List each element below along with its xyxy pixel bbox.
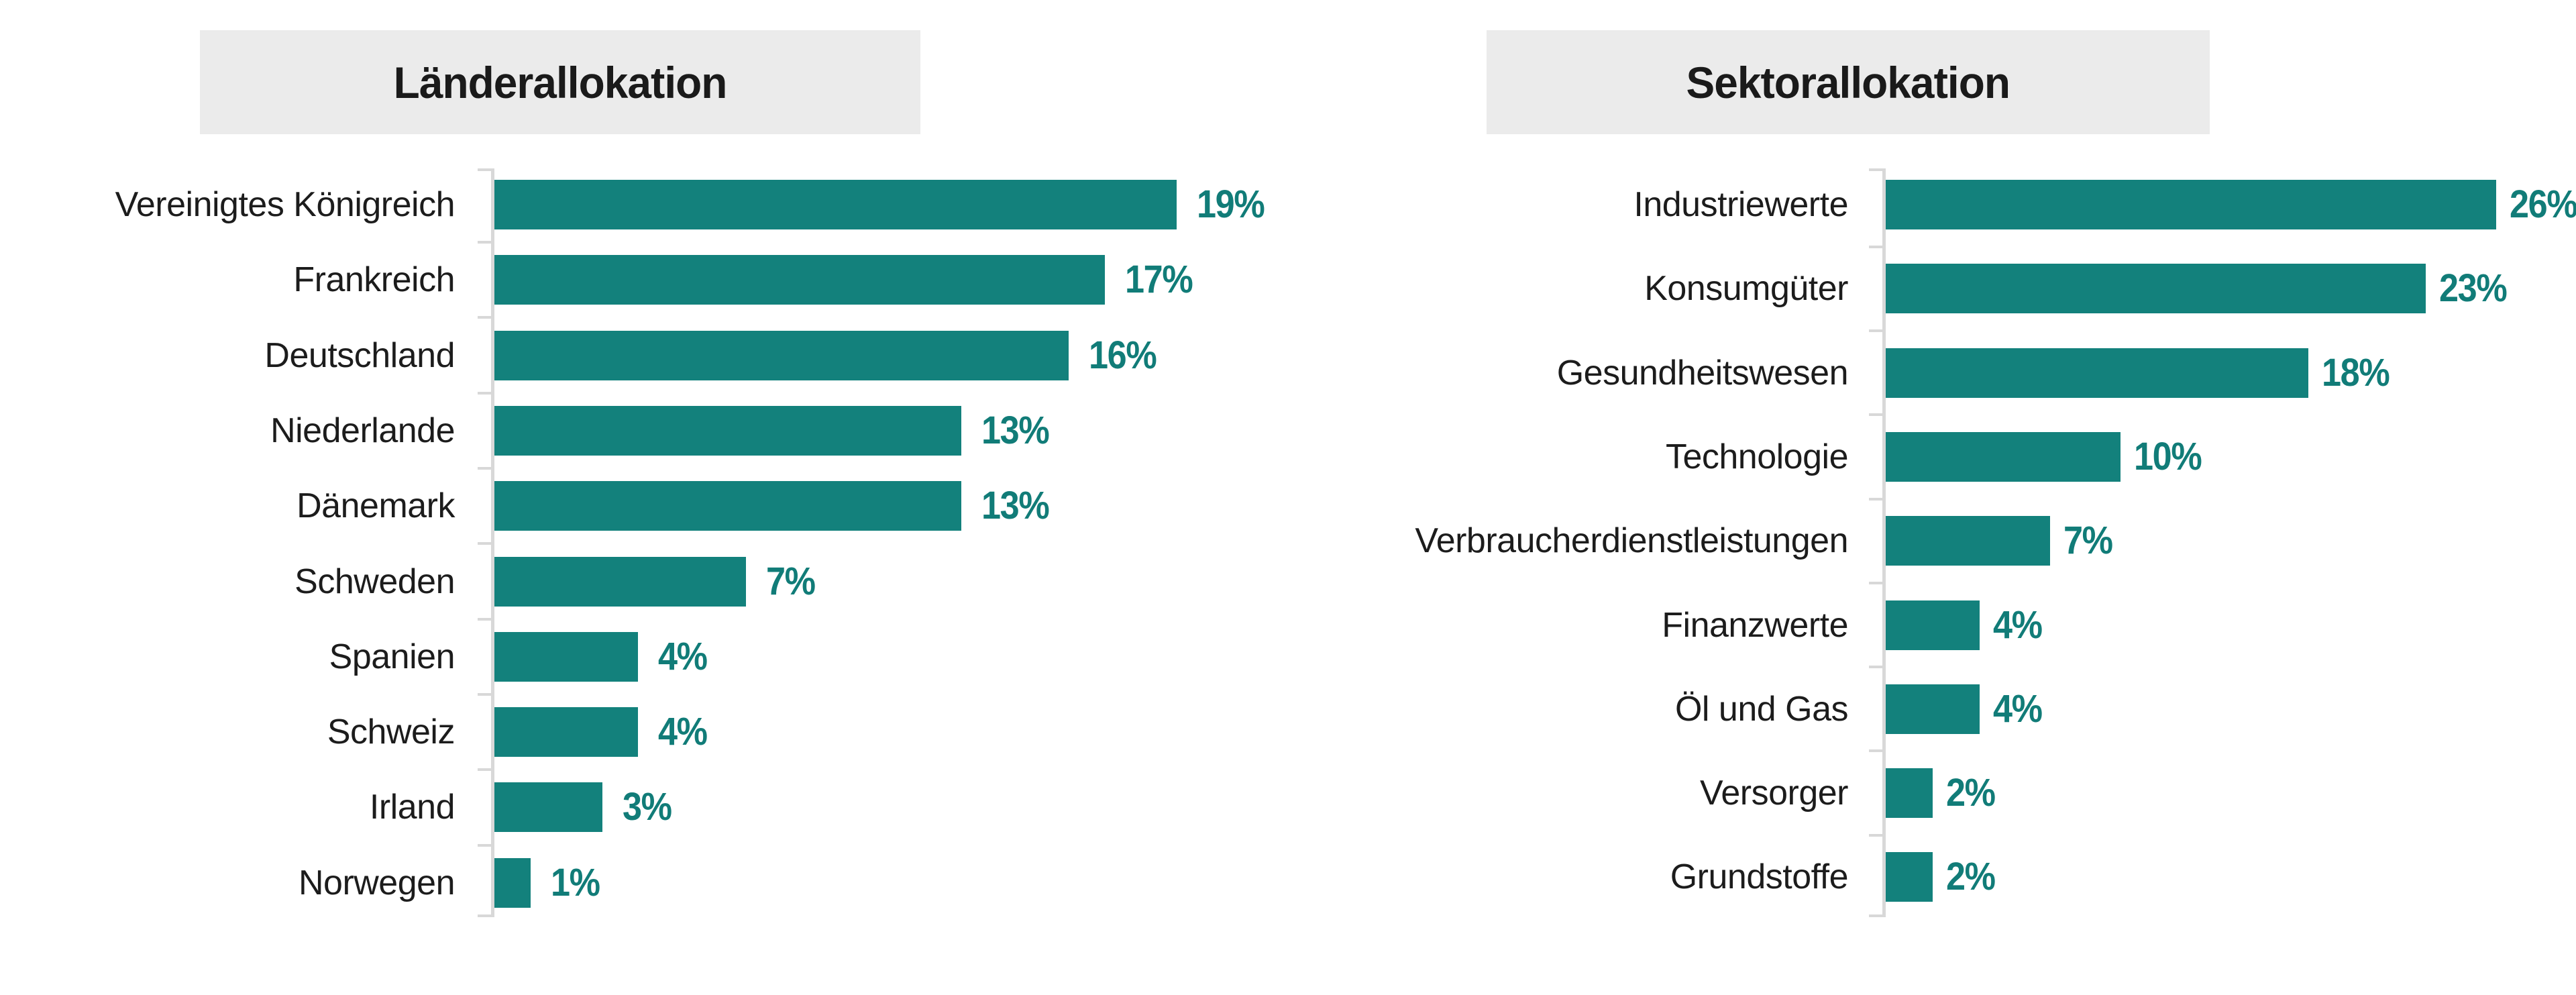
value-label: 16% (1089, 333, 1157, 377)
axis-tick-mark (478, 391, 491, 395)
axis-tick-mark (478, 316, 491, 319)
category-label: Grundstoffe (1670, 857, 1849, 897)
category-label: Irland (369, 788, 455, 827)
bar (494, 631, 638, 682)
category-label: Öl und Gas (1674, 689, 1849, 729)
category-label: Dänemark (297, 486, 455, 526)
category-label: Frankreich (293, 260, 455, 300)
bar (1886, 431, 2121, 482)
bar (494, 782, 602, 833)
chart-title-box: Länderallokation (200, 30, 920, 134)
bar (494, 707, 638, 757)
value-label: 17% (1125, 258, 1193, 302)
axis-tick-mark (478, 768, 491, 772)
axis-tick-mark (1869, 581, 1882, 584)
category-axis-line (1882, 168, 1886, 917)
axis-tick-mark (478, 467, 491, 470)
value-label: 4% (658, 710, 708, 754)
value-label: 2% (1946, 771, 1996, 815)
value-label: 4% (1993, 603, 2043, 647)
category-label: Versorger (1700, 774, 1848, 813)
axis-tick-mark (1869, 413, 1882, 417)
bar (494, 180, 1177, 229)
bar (1886, 180, 2496, 229)
bar (1886, 264, 2426, 314)
bar (1886, 768, 1933, 819)
value-label: 18% (2322, 350, 2390, 395)
bar (494, 255, 1105, 305)
value-label: 13% (981, 484, 1050, 528)
value-label: 3% (623, 785, 672, 829)
value-label: 7% (2063, 519, 2113, 563)
axis-tick-mark (1869, 833, 1882, 837)
bar (494, 481, 961, 531)
bar (494, 330, 1069, 380)
axis-tick-mark (478, 843, 491, 847)
value-label: 4% (658, 634, 708, 678)
value-label: 10% (2134, 434, 2202, 478)
category-label: Finanzwerte (1662, 605, 1848, 645)
axis-tick-mark (1869, 245, 1882, 248)
value-label: 13% (981, 408, 1050, 452)
bar (1886, 684, 1980, 734)
chart-title: Länderallokation (393, 57, 728, 107)
bar (1886, 852, 1933, 902)
category-label: Verbraucherdienstleistungen (1415, 521, 1848, 561)
axis-tick-mark (1869, 666, 1882, 669)
chart-title-box: Sektorallokation (1487, 30, 2210, 134)
axis-tick-mark (478, 542, 491, 545)
axis-tick-mark (478, 692, 491, 696)
category-label: Spanien (329, 637, 455, 676)
bar (1886, 516, 2050, 566)
category-label: Schweden (294, 562, 455, 601)
axis-tick-mark (1869, 749, 1882, 753)
category-label: Technologie (1665, 437, 1849, 476)
axis-tick-mark (478, 617, 491, 621)
value-label: 26% (2510, 182, 2576, 226)
value-label: 23% (2439, 266, 2508, 311)
value-label: 7% (766, 559, 816, 603)
category-label: Niederlande (270, 411, 455, 450)
value-label: 2% (1946, 855, 1996, 899)
value-label: 19% (1197, 182, 1265, 226)
value-label: 4% (1993, 686, 2043, 731)
bar (494, 857, 531, 908)
category-label: Deutschland (264, 335, 455, 375)
bar (494, 556, 746, 607)
axis-tick-mark (478, 168, 491, 171)
category-label: Vereinigtes Königreich (115, 185, 455, 224)
bar (1886, 348, 2308, 398)
category-label: Norwegen (298, 863, 455, 902)
axis-tick-mark (1869, 497, 1882, 501)
chart-title: Sektorallokation (1686, 57, 2011, 107)
axis-tick-mark (478, 914, 491, 917)
axis-tick-mark (1869, 329, 1882, 332)
axis-tick-mark (1869, 914, 1882, 917)
category-label: Konsumgüter (1644, 269, 1848, 309)
category-label: Industriewerte (1633, 185, 1848, 224)
value-label: 1% (551, 860, 600, 904)
bar (494, 405, 961, 456)
axis-tick-mark (1869, 168, 1882, 171)
category-axis-line (491, 168, 494, 917)
category-label: Schweiz (327, 713, 455, 752)
category-label: Gesundheitswesen (1556, 353, 1849, 392)
bar (1886, 600, 1980, 650)
axis-tick-mark (478, 241, 491, 244)
